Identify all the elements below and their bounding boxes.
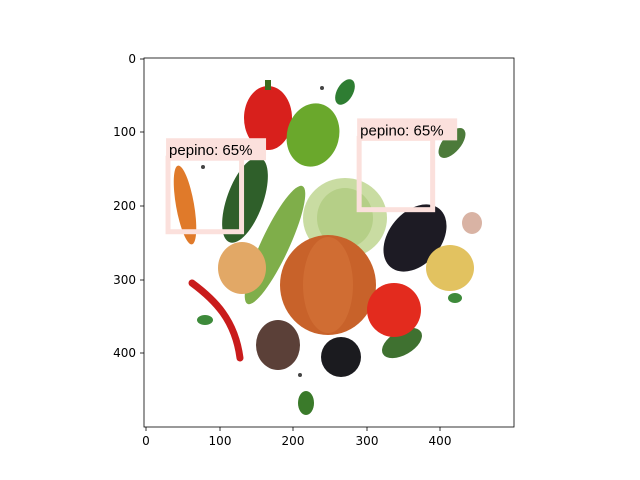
herb-leaf-icon <box>197 315 213 325</box>
detection-label: pepino: 65% <box>360 122 443 139</box>
y-tick-label: 200 <box>113 199 136 213</box>
chili-pepper-icon <box>188 279 244 362</box>
tomato-icon <box>367 283 421 337</box>
zucchini-icon <box>222 157 268 243</box>
y-tick-label: 0 <box>128 52 136 66</box>
herb-leaf-icon <box>438 128 466 158</box>
x-axis: 0 100 200 300 400 <box>142 427 451 448</box>
detection-label-background <box>166 138 267 161</box>
carrot-icon <box>173 165 197 245</box>
y-tick-label: 100 <box>113 125 136 139</box>
detections-layer: pepino: 65% pepino: 65% <box>165 118 458 235</box>
potato-icon <box>426 245 474 291</box>
detection-label: pepino: 65% <box>169 142 252 159</box>
x-tick-label: 300 <box>356 434 379 448</box>
green-bell-pepper-icon <box>286 103 340 167</box>
herb-leaf-icon <box>298 391 314 415</box>
herb-leaf-icon <box>448 293 462 303</box>
x-tick-label: 400 <box>429 434 452 448</box>
x-tick-label: 200 <box>282 434 305 448</box>
beet-icon <box>256 320 300 370</box>
onion-icon <box>218 242 266 294</box>
red-bell-pepper-icon <box>244 86 292 150</box>
black-radish-icon <box>321 337 361 377</box>
x-tick-label: 100 <box>209 434 232 448</box>
y-tick-label: 400 <box>113 346 136 360</box>
garlic-icon <box>462 212 482 234</box>
y-axis: 0 100 200 300 400 <box>113 52 144 360</box>
detection-label-background <box>357 118 458 141</box>
y-tick-label: 300 <box>113 273 136 287</box>
x-tick-label: 0 <box>142 434 150 448</box>
herb-leaf-icon <box>335 79 355 105</box>
